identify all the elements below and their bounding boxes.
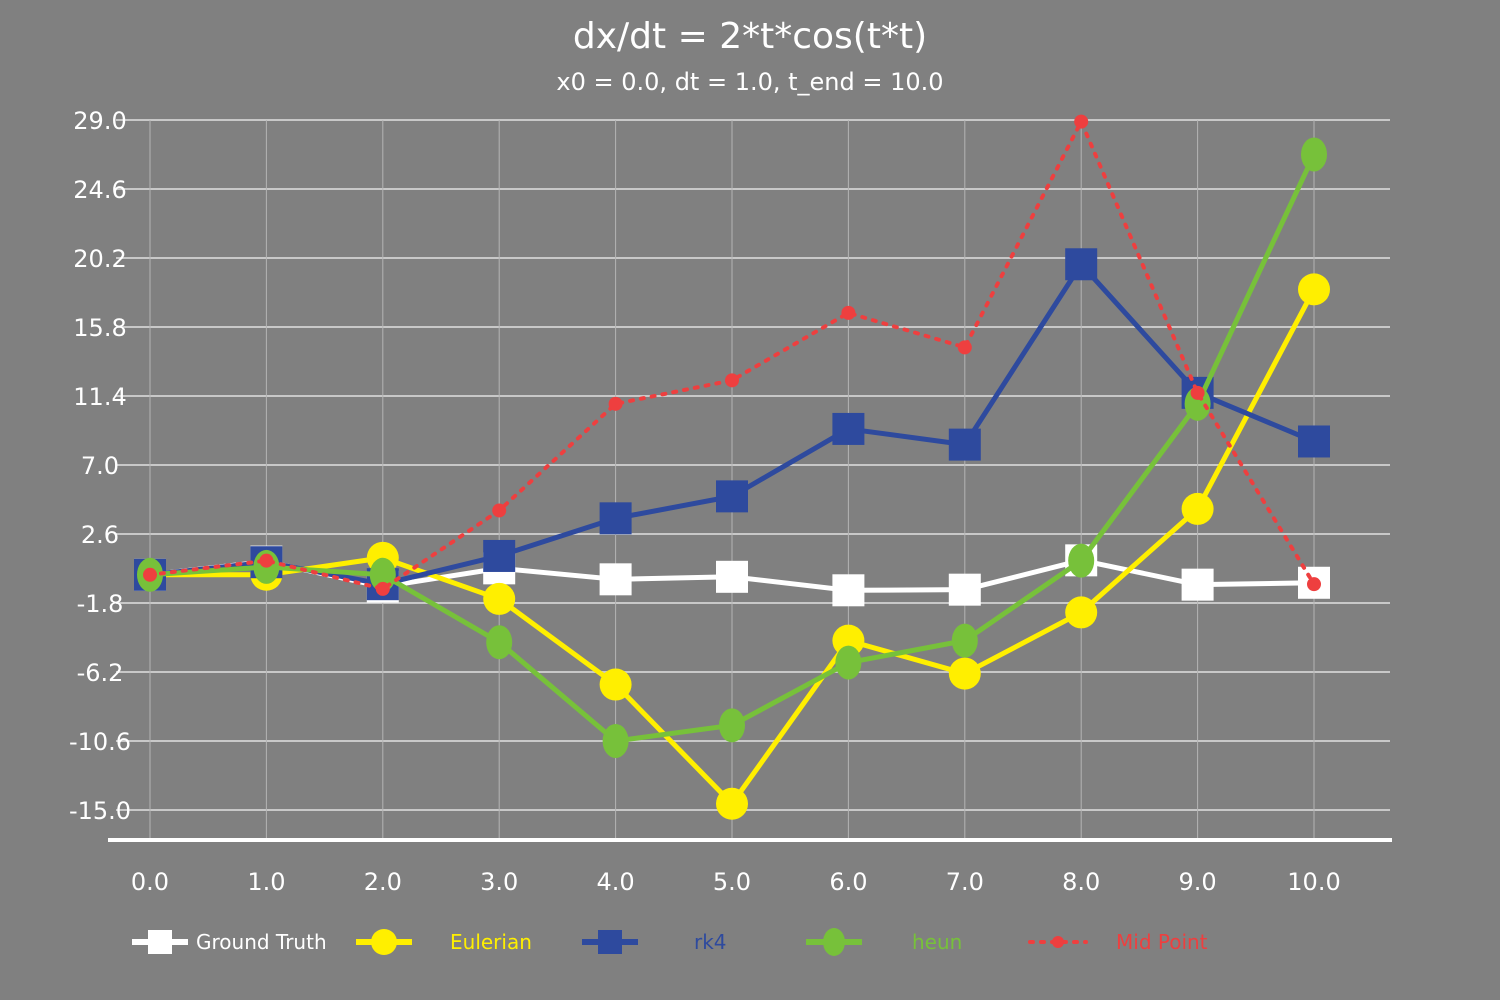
x-tick-label: 2.0 <box>364 868 402 896</box>
y-tick-label: -6.2 <box>77 659 124 687</box>
data-point-eulerian <box>948 657 981 690</box>
data-point-heun <box>719 708 745 743</box>
data-point-mid-point <box>143 567 157 582</box>
legend-marker-eulerian <box>371 929 397 955</box>
data-point-heun <box>835 645 862 680</box>
y-tick-label: 2.6 <box>81 521 119 549</box>
data-point-eulerian <box>832 624 865 657</box>
data-point-eulerian <box>1298 273 1330 306</box>
data-point-mid-point <box>841 305 856 320</box>
data-point-heun <box>1301 137 1327 172</box>
legend-label-rk4: rk4 <box>694 930 727 954</box>
legend: Ground Truth Eulerian rk4 heun Mid Point <box>132 928 1208 956</box>
data-point-rk4 <box>1298 425 1330 458</box>
data-point-mid-point <box>725 373 739 388</box>
legend-item-ground-truth: Ground Truth <box>132 930 327 954</box>
legend-item-eulerian: Eulerian <box>356 929 532 955</box>
data-point-mid-point <box>259 553 274 568</box>
data-point-eulerian <box>1181 492 1214 525</box>
y-tick-label: 15.8 <box>73 314 126 342</box>
data-point-ground-truth <box>1181 568 1214 601</box>
data-point-eulerian <box>1065 596 1098 629</box>
grid <box>116 119 1390 840</box>
x-tick-label: 3.0 <box>480 868 518 896</box>
series-mid-point <box>143 114 1321 596</box>
x-tick-label: 9.0 <box>1179 868 1217 896</box>
legend-label-heun: heun <box>912 930 962 954</box>
data-point-mid-point <box>375 581 390 596</box>
data-point-mid-point <box>1190 385 1205 400</box>
data-point-rk4 <box>1065 248 1098 281</box>
legend-marker-rk4 <box>598 930 622 954</box>
legend-item-heun: heun <box>806 928 962 956</box>
y-tick-label: 7.0 <box>81 452 119 480</box>
axes: 29.0 24.6 20.2 15.8 11.4 7.0 2.6 -1.8 -6.2 -10.6 -… <box>69 107 1392 896</box>
series-area <box>134 114 1330 820</box>
legend-marker-mid-point <box>1052 936 1064 948</box>
data-point-rk4 <box>483 539 516 572</box>
data-point-eulerian <box>599 668 632 701</box>
data-point-rk4 <box>599 502 632 535</box>
series-eulerian <box>134 273 1330 820</box>
data-point-mid-point <box>957 340 972 355</box>
y-tick-label: -15.0 <box>69 797 131 825</box>
x-tick-label: 5.0 <box>713 868 751 896</box>
data-point-heun <box>602 724 629 758</box>
x-tick-label: 10.0 <box>1287 868 1340 896</box>
data-point-ground-truth <box>948 573 981 606</box>
y-tick-label: 20.2 <box>73 245 126 273</box>
y-tick-label: 29.0 <box>73 107 126 135</box>
data-point-mid-point <box>608 396 623 411</box>
data-point-heun <box>486 625 513 660</box>
legend-label-eulerian: Eulerian <box>450 930 532 954</box>
y-tick-label: -1.8 <box>77 590 124 618</box>
data-point-ground-truth <box>832 574 865 607</box>
legend-marker-ground-truth <box>148 930 172 954</box>
x-tick-label: 0.0 <box>131 868 169 896</box>
data-point-ground-truth <box>716 560 748 593</box>
x-tick-label: 8.0 <box>1062 868 1100 896</box>
y-tick-label: 24.6 <box>73 176 126 204</box>
data-point-eulerian <box>716 787 748 820</box>
data-point-rk4 <box>948 428 981 461</box>
x-tick-label: 6.0 <box>829 868 867 896</box>
legend-marker-heun <box>823 928 845 956</box>
data-point-mid-point <box>1307 577 1321 592</box>
data-point-heun <box>951 623 978 658</box>
data-point-rk4 <box>832 412 865 445</box>
x-tick-label: 4.0 <box>597 868 635 896</box>
y-tick-label: -10.6 <box>69 728 131 756</box>
x-tick-label: 1.0 <box>247 868 285 896</box>
y-tick-label: 11.4 <box>73 383 126 411</box>
data-point-mid-point <box>1074 114 1089 129</box>
legend-label-mid-point: Mid Point <box>1116 930 1208 954</box>
legend-item-mid-point: Mid Point <box>1028 930 1208 954</box>
data-point-ground-truth <box>599 563 632 596</box>
chart-subtitle: x0 = 0.0, dt = 1.0, t_end = 10.0 <box>556 68 943 96</box>
legend-label-ground-truth: Ground Truth <box>196 930 327 954</box>
chart-title: dx/dt = 2*t*cos(t*t) <box>573 16 927 57</box>
data-point-heun <box>1068 543 1095 578</box>
x-tick-label: 7.0 <box>946 868 984 896</box>
legend-item-rk4: rk4 <box>582 930 727 954</box>
data-point-rk4 <box>716 480 748 513</box>
data-point-mid-point <box>492 503 507 518</box>
data-point-eulerian <box>483 582 516 615</box>
